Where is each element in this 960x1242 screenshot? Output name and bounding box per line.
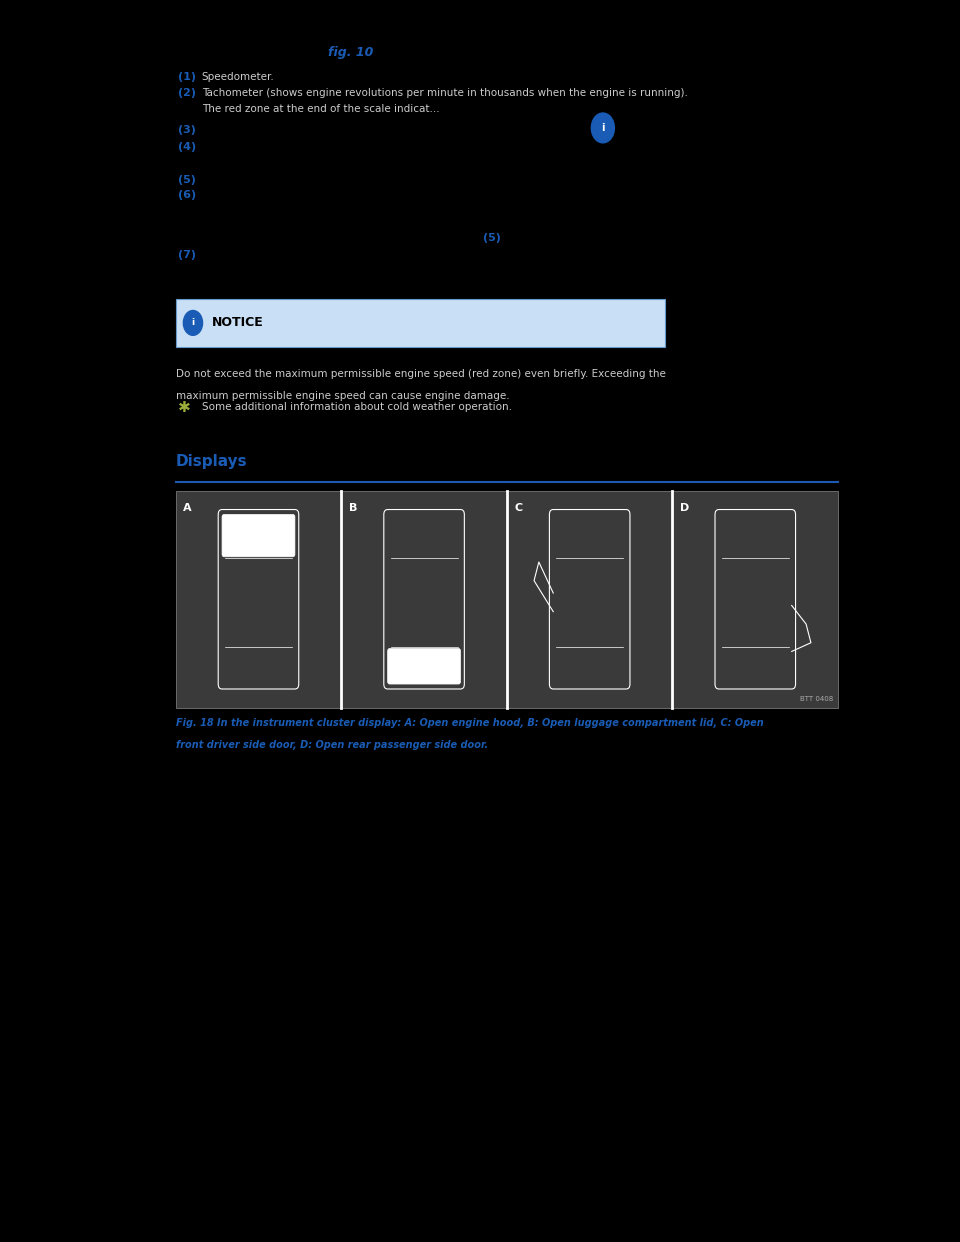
Text: Fig. 18 In the instrument cluster display: A: Open engine hood, B: Open luggage : Fig. 18 In the instrument cluster displa… xyxy=(176,718,763,728)
Text: (4): (4) xyxy=(178,142,196,152)
Text: Tachometer (shows engine revolutions per minute in thousands when the engine is : Tachometer (shows engine revolutions per… xyxy=(202,88,687,98)
Text: fig. 10: fig. 10 xyxy=(327,46,373,58)
Text: The red zone at the end of the scale indicat...: The red zone at the end of the scale ind… xyxy=(202,104,440,114)
Text: front driver side door, D: Open rear passenger side door.: front driver side door, D: Open rear pas… xyxy=(176,740,488,750)
Text: D: D xyxy=(680,503,689,513)
Text: A: A xyxy=(183,503,192,513)
Text: i: i xyxy=(191,318,195,328)
Text: C: C xyxy=(515,503,522,513)
Text: Do not exceed the maximum permissible engine speed (red zone) even briefly. Exce: Do not exceed the maximum permissible en… xyxy=(176,369,665,379)
Text: Some additional information about cold weather operation.: Some additional information about cold w… xyxy=(202,402,512,412)
Text: (7): (7) xyxy=(178,250,196,260)
FancyBboxPatch shape xyxy=(176,491,838,708)
Text: maximum permissible engine speed can cause engine damage.: maximum permissible engine speed can cau… xyxy=(176,391,510,401)
Text: Speedometer.: Speedometer. xyxy=(202,72,275,82)
Circle shape xyxy=(591,113,614,143)
Text: B: B xyxy=(349,503,357,513)
Text: BTT 0408: BTT 0408 xyxy=(800,696,833,702)
Text: (1): (1) xyxy=(178,72,196,82)
FancyBboxPatch shape xyxy=(388,648,461,684)
Text: i: i xyxy=(601,123,605,133)
Text: (6): (6) xyxy=(178,190,196,200)
Text: (3): (3) xyxy=(178,125,196,135)
Text: (2): (2) xyxy=(178,88,196,98)
FancyBboxPatch shape xyxy=(176,299,665,347)
Text: (5): (5) xyxy=(483,233,501,243)
Text: (5): (5) xyxy=(178,175,196,185)
Circle shape xyxy=(183,310,203,335)
FancyBboxPatch shape xyxy=(222,514,295,556)
Text: ✱: ✱ xyxy=(178,400,190,415)
Text: Displays: Displays xyxy=(176,455,248,469)
Text: NOTICE: NOTICE xyxy=(212,317,264,329)
